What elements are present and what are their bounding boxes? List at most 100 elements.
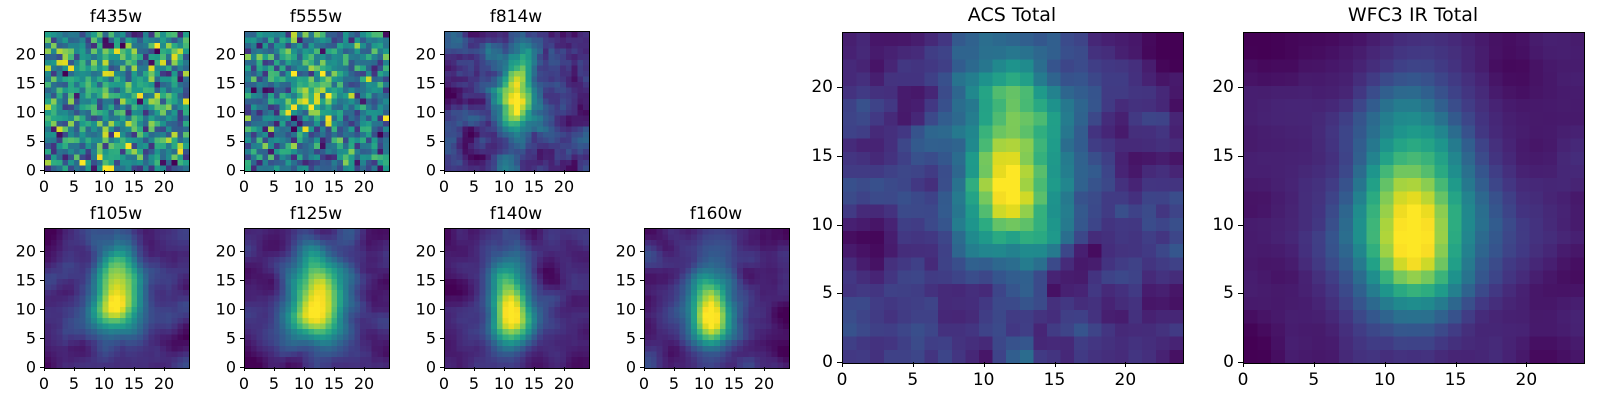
y-tick-mark — [40, 280, 44, 282]
heatmap-image — [44, 31, 190, 172]
panel-title: f435w — [89, 7, 143, 27]
y-tick-mark — [440, 170, 444, 171]
y-tick-mark — [40, 309, 44, 311]
heatmap-image — [444, 228, 590, 369]
x-tick-label: 15 — [723, 374, 745, 393]
x-tick-mark — [364, 367, 365, 371]
y-tick-mark — [837, 293, 842, 295]
y-tick-label: 20 — [15, 44, 36, 64]
y-tick-mark — [40, 141, 44, 143]
y-tick-mark — [40, 338, 44, 340]
x-tick-mark — [534, 367, 535, 371]
x-tick-label: 5 — [68, 374, 80, 393]
x-tick-mark — [534, 170, 535, 174]
x-tick-mark — [74, 367, 75, 371]
x-tick-mark — [444, 367, 445, 371]
x-tick-label: 15 — [523, 177, 545, 196]
x-tick-mark — [104, 367, 105, 371]
x-tick-mark — [704, 367, 705, 371]
x-tick-mark — [474, 170, 475, 174]
y-tick-mark — [40, 83, 44, 85]
panel-title: f140w — [489, 204, 543, 224]
y-tick-mark — [440, 141, 444, 143]
x-tick-label: 20 — [553, 177, 575, 196]
panel-title: f814w — [489, 7, 543, 27]
panel-title: f125w — [289, 204, 343, 224]
y-tick-mark — [837, 224, 842, 226]
y-tick-label: 10 — [15, 102, 36, 122]
y-tick-mark — [640, 251, 644, 253]
x-tick-mark — [304, 367, 305, 371]
y-tick-label: 20 — [615, 241, 636, 261]
y-tick-mark — [440, 309, 444, 311]
y-tick-mark — [240, 338, 244, 340]
y-tick-label: 5 — [25, 328, 36, 348]
y-tick-label: 0 — [425, 357, 436, 377]
y-tick-mark — [640, 338, 644, 340]
heatmap-image — [44, 228, 190, 369]
y-tick-mark — [440, 338, 444, 340]
y-tick-label: 10 — [1212, 214, 1234, 235]
y-tick-label: 0 — [225, 160, 236, 180]
y-tick-label: 5 — [822, 283, 833, 304]
x-tick-label: 15 — [323, 177, 345, 196]
x-tick-label: 15 — [1043, 370, 1066, 390]
y-tick-mark — [1238, 224, 1243, 226]
x-tick-mark — [164, 170, 165, 174]
y-tick-label: 5 — [225, 131, 236, 151]
y-tick-label: 0 — [425, 160, 436, 180]
y-tick-mark — [837, 155, 842, 157]
y-tick-mark — [240, 141, 244, 143]
x-tick-label: 20 — [153, 177, 175, 196]
y-tick-label: 15 — [615, 270, 636, 290]
x-tick-label: 20 — [153, 374, 175, 393]
x-tick-mark — [364, 170, 365, 174]
y-tick-label: 0 — [25, 357, 36, 377]
x-tick-mark — [564, 367, 565, 371]
x-tick-label: 5 — [268, 177, 280, 196]
x-tick-mark — [1243, 362, 1244, 367]
x-tick-mark — [274, 170, 275, 174]
x-tick-label: 20 — [353, 374, 375, 393]
x-tick-label: 10 — [93, 374, 115, 393]
x-tick-mark — [504, 367, 505, 371]
y-tick-mark — [440, 54, 444, 56]
panel-title: ACS Total — [967, 4, 1057, 26]
y-tick-label: 5 — [25, 131, 36, 151]
heatmap-image — [1243, 32, 1585, 364]
x-tick-mark — [44, 367, 45, 371]
x-tick-mark — [244, 170, 245, 174]
panel-title: f160w — [689, 204, 743, 224]
x-tick-mark — [734, 367, 735, 371]
x-tick-mark — [304, 170, 305, 174]
x-tick-mark — [764, 367, 765, 371]
y-tick-mark — [640, 280, 644, 282]
y-tick-label: 0 — [625, 357, 636, 377]
y-tick-label: 15 — [415, 270, 436, 290]
y-tick-label: 5 — [625, 328, 636, 348]
x-tick-label: 5 — [468, 177, 480, 196]
x-tick-mark — [644, 367, 645, 371]
x-tick-mark — [134, 367, 135, 371]
x-tick-label: 10 — [493, 177, 515, 196]
y-tick-label: 10 — [811, 214, 833, 235]
heatmap-image — [444, 31, 590, 172]
x-tick-label: 5 — [268, 374, 280, 393]
x-tick-label: 5 — [1308, 370, 1320, 390]
x-tick-mark — [1526, 362, 1528, 367]
x-tick-label: 0 — [438, 374, 450, 393]
x-tick-label: 10 — [1373, 370, 1396, 390]
x-tick-label: 10 — [293, 177, 315, 196]
x-tick-label: 20 — [753, 374, 775, 393]
y-tick-mark — [440, 112, 444, 114]
y-tick-label: 10 — [15, 299, 36, 319]
y-tick-mark — [1238, 362, 1243, 363]
x-tick-label: 0 — [836, 370, 848, 390]
x-tick-label: 0 — [1237, 370, 1249, 390]
x-tick-mark — [1054, 362, 1056, 367]
y-tick-mark — [40, 251, 44, 253]
